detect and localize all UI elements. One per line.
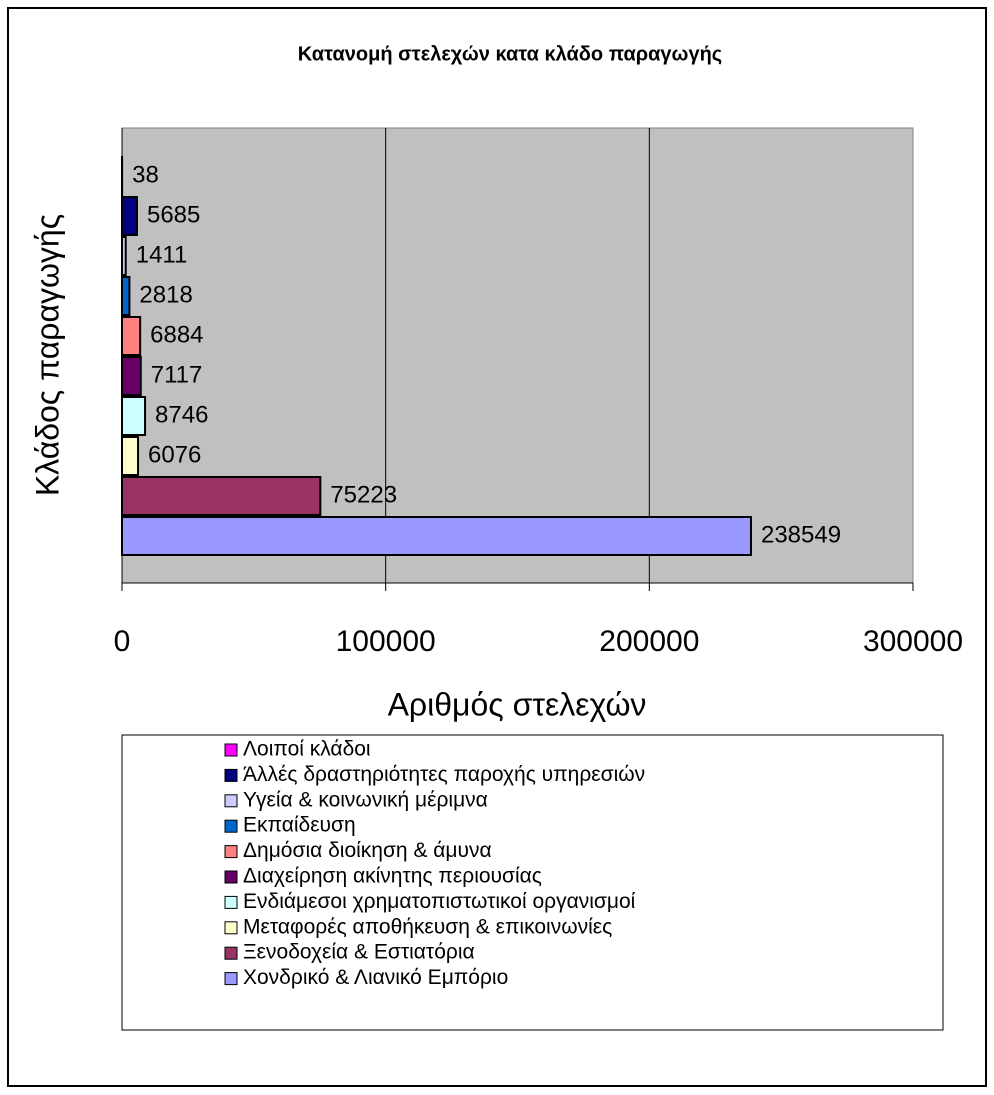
legend-swatch — [225, 820, 237, 832]
legend-swatch — [225, 922, 237, 934]
value-label: 5685 — [147, 201, 200, 228]
bar — [122, 477, 320, 515]
chart-title: Κατανομή στελεχών κατα κλάδο παραγωγής — [298, 43, 722, 65]
legend-label: Εκπαίδευση — [243, 814, 356, 837]
legend-swatch — [225, 744, 237, 756]
x-axis-title: Αριθμός στελεχών — [388, 686, 647, 722]
bar — [122, 357, 141, 395]
legend-label: Μεταφορές αποθήκευση & επικοινωνίες — [243, 915, 612, 938]
value-label: 6884 — [150, 321, 203, 348]
legend-label: Ενδιάμεσοι χρηματοπιστωτικοί οργανισμοί — [243, 890, 636, 913]
legend-label: Λοιποί κλάδοι — [243, 738, 371, 761]
value-label: 8746 — [155, 401, 208, 428]
value-label: 1411 — [136, 241, 188, 268]
bar — [122, 397, 145, 435]
value-label: 7117 — [151, 361, 203, 388]
x-tick-label: 300000 — [863, 625, 963, 658]
value-label: 2818 — [139, 281, 192, 308]
bar — [122, 517, 751, 555]
legend-label: Δημόσια διοίκηση & άμυνα — [243, 839, 492, 862]
bar — [122, 237, 126, 275]
x-tick-label: 0 — [114, 625, 131, 658]
legend-swatch — [225, 947, 237, 959]
y-axis-title: Κλάδος παραγωγής — [29, 214, 65, 496]
legend-swatch — [225, 769, 237, 781]
x-tick-label: 100000 — [336, 625, 436, 658]
legend-label: Χονδρικό & Λιανικό Εμπόριο — [243, 966, 508, 989]
legend-label: Ξενοδοχεία & Εστιατόρια — [243, 941, 475, 964]
legend-label: Άλλές δραστηριότητες παροχής υπηρεσιών — [243, 763, 645, 786]
bar — [122, 197, 137, 235]
bar — [122, 317, 140, 355]
value-label: 238549 — [761, 521, 841, 548]
legend-swatch — [225, 846, 237, 858]
bar — [122, 437, 138, 475]
legend-label: Διαχείρηση ακίνητης περιουσίας — [243, 865, 542, 888]
legend-swatch — [225, 795, 237, 807]
value-label: 6076 — [148, 441, 201, 468]
value-label: 38 — [132, 161, 159, 188]
bar — [122, 277, 129, 315]
x-tick-label: 200000 — [599, 625, 699, 658]
legend-swatch — [225, 973, 237, 985]
value-label: 75223 — [330, 481, 397, 508]
legend-swatch — [225, 896, 237, 908]
legend-swatch — [225, 871, 237, 883]
legend-label: Υγεία & κοινωνική μέριμνα — [243, 788, 488, 811]
